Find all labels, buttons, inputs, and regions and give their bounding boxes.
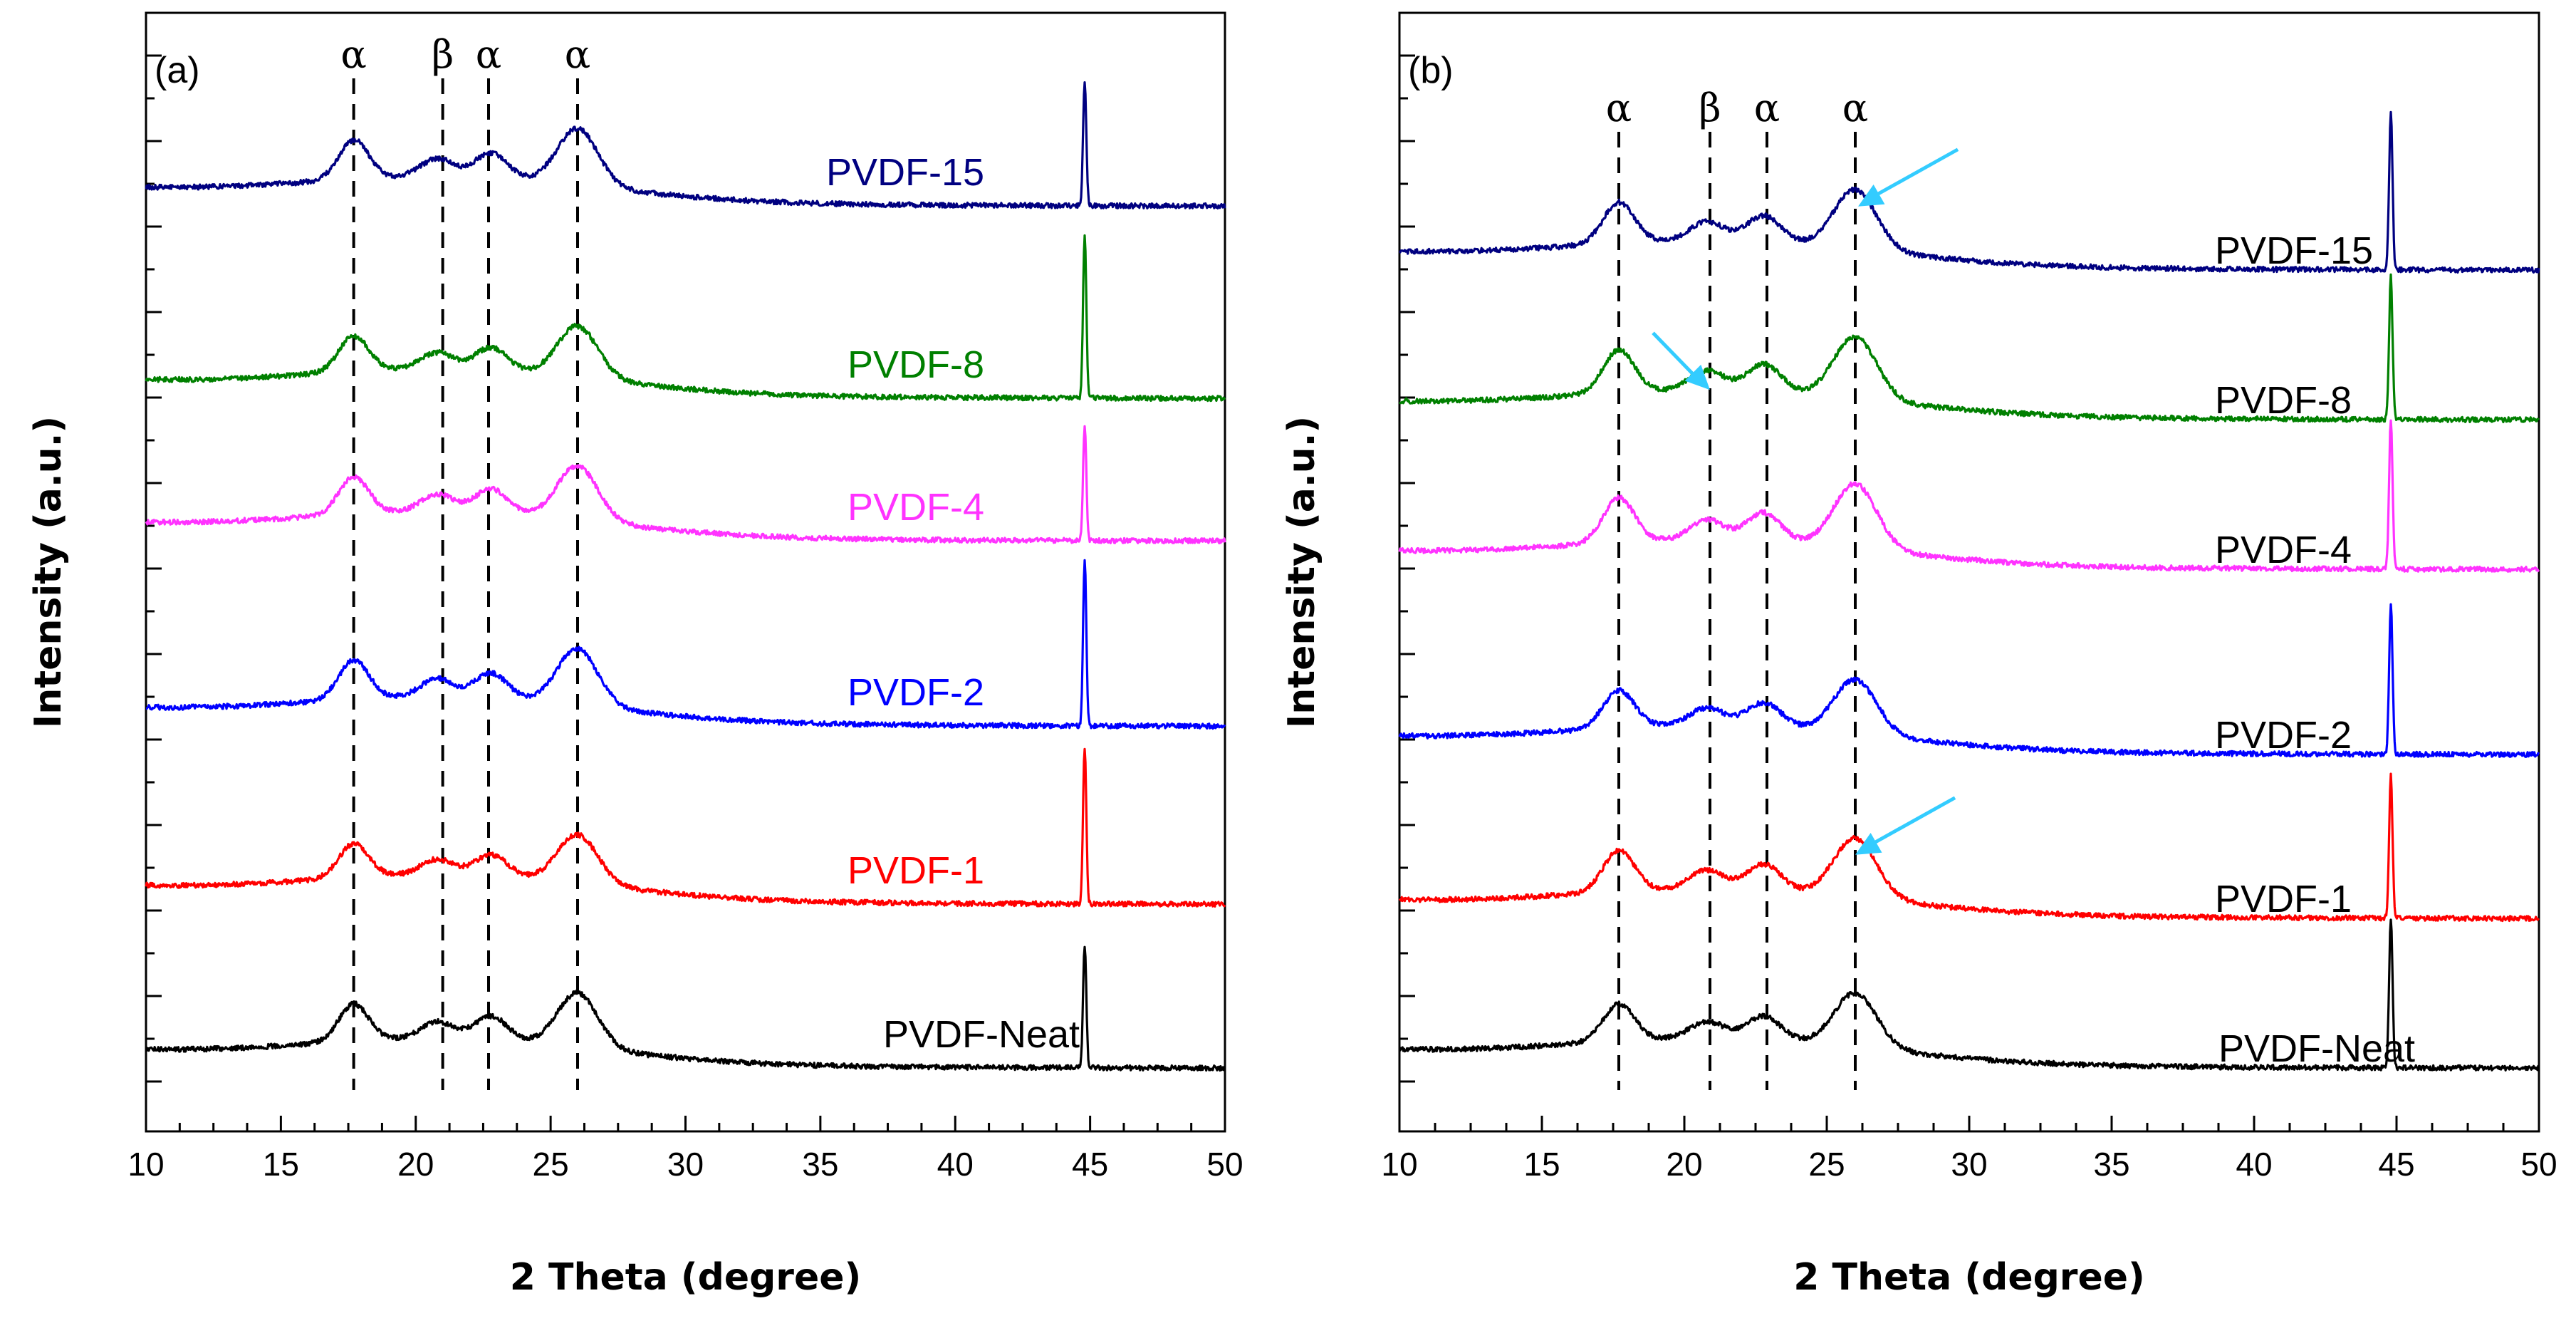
x-axis-title-b: 2 Theta (degree) <box>1793 1256 2145 1299</box>
series-label-pvdf-1: PVDF-1 <box>848 849 984 892</box>
x-tick-label: 10 <box>127 1146 164 1183</box>
series-line-pvdf-2 <box>145 559 1226 730</box>
annotation-arrow-head <box>1855 833 1882 855</box>
x-tick-label: 45 <box>1072 1146 1108 1183</box>
series-line-pvdf-15 <box>145 81 1226 209</box>
series-line-pvdf-1 <box>145 747 1226 908</box>
annotation-arrow-shaft <box>1867 796 1956 848</box>
x-tick-label: 10 <box>1381 1146 1417 1183</box>
phase-marker-symbol: α <box>1754 85 1780 130</box>
series-label-pvdf-2: PVDF-2 <box>2215 714 2352 757</box>
annotation-arrow-head <box>1858 185 1885 207</box>
x-tick-label: 50 <box>1206 1146 1243 1183</box>
series-label-pvdf-1: PVDF-1 <box>2215 878 2352 920</box>
series-label-pvdf-8: PVDF-8 <box>848 343 984 386</box>
series-labels-b: PVDF-Neat PVDF-1 PVDF-2 PVDF-4 PVDF-8 PVDF-15 <box>2215 229 2415 1070</box>
x-tick-label: 30 <box>1951 1146 1987 1183</box>
x-tick-label: 15 <box>1523 1146 1560 1183</box>
y-axis-title-a: Intensity (a.u.) <box>27 416 70 728</box>
x-tick-label: 35 <box>802 1146 838 1183</box>
annotation-arrow-shaft <box>1652 331 1701 383</box>
xtick-labels-b: 10 15 20 25 30 35 40 45 50 <box>1381 1146 2557 1183</box>
annotation-arrow-shaft <box>1870 147 1959 199</box>
series-line-pvdf-2 <box>1398 603 2540 758</box>
series-labels-a: PVDF-Neat PVDF-1 PVDF-2 PVDF-4 PVDF-8 PVDF-15 <box>826 151 1080 1056</box>
series-line-pvdf-neat <box>145 945 1226 1072</box>
series-label-pvdf-4: PVDF-4 <box>2215 529 2352 571</box>
phase-marker-symbol: α <box>1606 85 1632 130</box>
series-line-pvdf-4 <box>145 425 1226 545</box>
x-axis-title-a: 2 Theta (degree) <box>510 1256 862 1299</box>
series-line-pvdf-15 <box>1398 110 2540 274</box>
series-label-pvdf-8: PVDF-8 <box>2215 379 2352 422</box>
phase-marker-symbol: β <box>1699 85 1721 130</box>
x-tick-label: 20 <box>1666 1146 1702 1183</box>
series-group-a <box>145 81 1226 1072</box>
phase-marker-symbol: α <box>565 32 590 77</box>
series-label-pvdf-15: PVDF-15 <box>2215 229 2373 272</box>
x-tick-label: 40 <box>2236 1146 2272 1183</box>
series-label-pvdf-neat: PVDF-Neat <box>2218 1027 2415 1070</box>
phase-marker-symbol: α <box>476 32 501 77</box>
phase-marker-symbol: β <box>432 32 454 77</box>
series-line-pvdf-8 <box>145 234 1226 403</box>
x-tick-label: 15 <box>263 1146 299 1183</box>
phase-marker-symbol: α <box>340 32 366 77</box>
x-tick-label: 45 <box>2378 1146 2414 1183</box>
annotation-arrow-head <box>1684 364 1710 390</box>
xtick-labels-a: 10 15 20 25 30 35 40 45 50 <box>127 1146 1243 1183</box>
axis-ticks-a <box>145 54 1226 1131</box>
series-label-pvdf-neat: PVDF-Neat <box>883 1013 1080 1056</box>
phase-marker-symbol: α <box>1842 85 1868 130</box>
panel-label-a: (a) <box>155 50 200 91</box>
series-group-b <box>1398 110 2540 1072</box>
annotations-b <box>1652 147 1959 855</box>
x-tick-label: 40 <box>937 1146 974 1183</box>
x-tick-label: 25 <box>1808 1146 1845 1183</box>
series-label-pvdf-15: PVDF-15 <box>826 151 984 194</box>
x-tick-label: 20 <box>397 1146 434 1183</box>
x-tick-label: 35 <box>2093 1146 2129 1183</box>
series-line-pvdf-4 <box>1398 419 2540 573</box>
axis-ticks-b <box>1398 54 2540 1131</box>
series-line-pvdf-8 <box>1398 273 2540 424</box>
series-line-pvdf-1 <box>1398 772 2540 923</box>
x-tick-label: 25 <box>533 1146 569 1183</box>
x-tick-label: 30 <box>667 1146 704 1183</box>
series-label-pvdf-2: PVDF-2 <box>848 671 984 714</box>
series-label-pvdf-4: PVDF-4 <box>848 486 984 529</box>
y-axis-title-b: Intensity (a.u.) <box>1281 416 1323 728</box>
x-tick-label: 50 <box>2520 1146 2557 1183</box>
panel-label-b: (b) <box>1408 50 1454 91</box>
series-line-pvdf-neat <box>1399 918 2540 1072</box>
